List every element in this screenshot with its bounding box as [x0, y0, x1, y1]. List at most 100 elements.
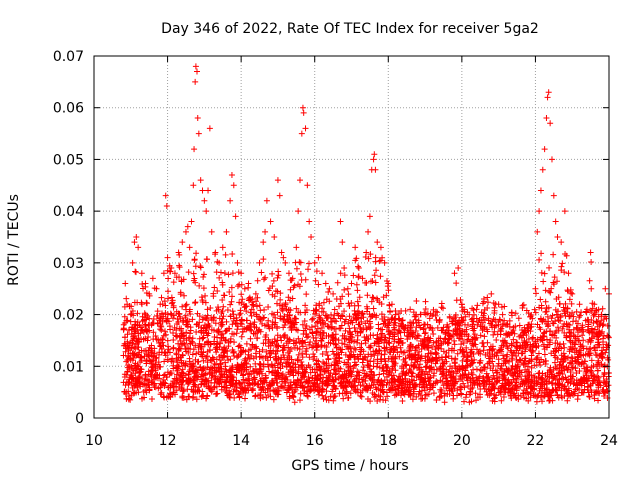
data-point	[206, 125, 213, 132]
data-point	[545, 89, 552, 96]
data-point	[576, 368, 583, 375]
data-point	[314, 319, 321, 326]
data-point	[355, 263, 362, 270]
data-point	[542, 287, 549, 294]
data-point	[303, 351, 310, 358]
data-point	[506, 317, 513, 324]
data-point	[427, 374, 434, 381]
data-point	[550, 251, 557, 258]
x-tick-label: 22	[527, 433, 545, 449]
data-point	[186, 334, 193, 341]
data-point	[266, 285, 273, 292]
data-point	[327, 393, 334, 400]
data-point	[201, 271, 208, 278]
data-point	[334, 279, 341, 286]
data-point	[541, 351, 548, 358]
data-point	[551, 332, 558, 339]
data-point	[219, 244, 226, 251]
data-point	[311, 259, 318, 266]
data-point	[237, 307, 244, 314]
data-point	[265, 303, 272, 310]
data-point	[273, 300, 280, 307]
data-point	[551, 274, 558, 281]
data-point	[150, 329, 157, 336]
data-point	[120, 379, 127, 386]
data-point	[590, 312, 597, 319]
data-point	[331, 306, 338, 313]
data-point	[543, 336, 550, 343]
data-point	[194, 115, 201, 122]
data-point	[413, 297, 420, 304]
data-point	[305, 266, 312, 273]
data-point	[532, 285, 539, 292]
data-point	[559, 260, 566, 267]
data-point	[533, 290, 540, 297]
data-point	[399, 398, 406, 405]
data-point	[164, 254, 171, 261]
data-point	[376, 258, 383, 265]
data-point	[267, 218, 274, 225]
data-point	[460, 380, 467, 387]
data-point	[441, 399, 448, 406]
data-point	[363, 279, 370, 286]
data-point	[164, 356, 171, 363]
data-point	[521, 355, 528, 362]
data-point	[229, 308, 236, 315]
data-point	[468, 353, 475, 360]
data-point	[372, 166, 379, 173]
data-point	[498, 397, 505, 404]
data-point	[421, 387, 428, 394]
data-point	[312, 310, 319, 317]
data-point	[371, 272, 378, 279]
data-point	[333, 318, 340, 325]
data-point	[493, 392, 500, 399]
data-point	[165, 288, 172, 295]
data-point	[575, 351, 582, 358]
data-point	[315, 281, 322, 288]
data-point	[263, 394, 270, 401]
data-point	[409, 396, 416, 403]
data-point	[547, 364, 554, 371]
data-point	[220, 303, 227, 310]
data-point	[228, 293, 235, 300]
data-point	[243, 340, 250, 347]
data-point	[238, 291, 245, 298]
data-point	[470, 366, 477, 373]
data-point	[536, 256, 543, 263]
data-point	[123, 295, 130, 302]
data-point	[483, 370, 490, 377]
data-point	[183, 301, 190, 308]
data-point	[352, 244, 359, 251]
data-point	[554, 278, 561, 285]
data-point	[480, 343, 487, 350]
data-point	[312, 277, 319, 284]
data-point	[275, 268, 282, 275]
data-point	[280, 332, 287, 339]
data-point	[515, 315, 522, 322]
data-point	[163, 202, 170, 209]
data-point	[345, 291, 352, 298]
data-point	[372, 258, 379, 265]
data-point	[224, 307, 231, 314]
data-point	[537, 187, 544, 194]
data-point	[250, 302, 257, 309]
data-point	[287, 286, 294, 293]
data-point	[158, 294, 165, 301]
data-point	[550, 192, 557, 199]
data-point	[143, 300, 150, 307]
data-point	[299, 321, 306, 328]
data-point	[265, 336, 272, 343]
data-point	[276, 192, 283, 199]
data-point	[303, 291, 310, 298]
data-point	[402, 355, 409, 362]
data-point	[150, 336, 157, 343]
data-point	[463, 391, 470, 398]
data-point	[168, 358, 175, 365]
data-point	[549, 312, 556, 319]
data-point	[588, 357, 595, 364]
data-point	[277, 296, 284, 303]
data-point	[239, 296, 246, 303]
data-point	[212, 376, 219, 383]
data-point	[363, 249, 370, 256]
data-point	[162, 328, 169, 335]
